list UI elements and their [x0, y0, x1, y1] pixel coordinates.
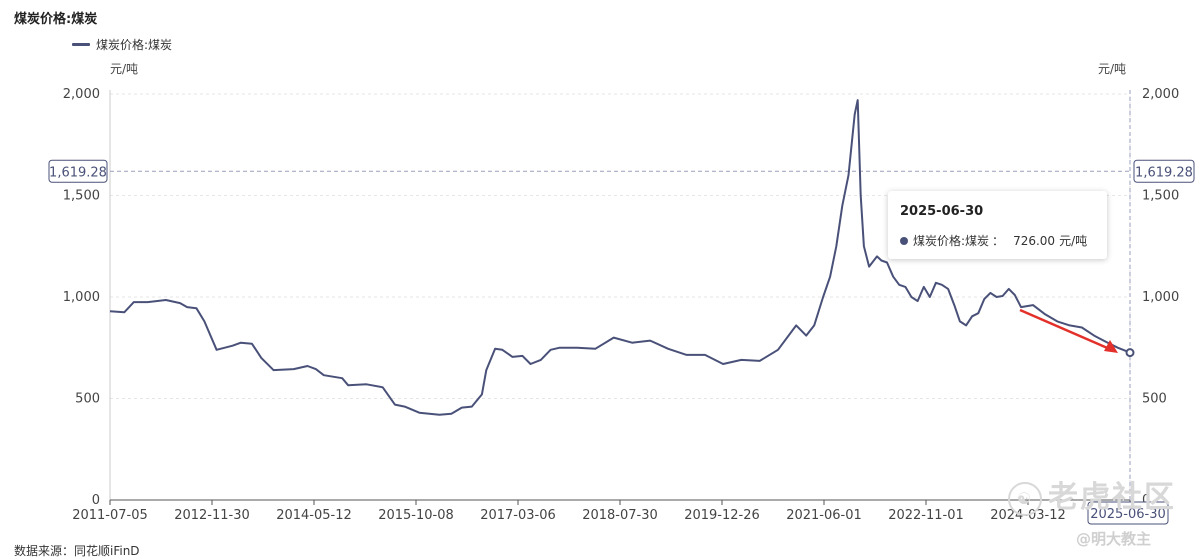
- annotation-arrow: [1019, 308, 1113, 352]
- x-tick-label: 2011-07-05: [72, 508, 148, 523]
- crosshair-value-label-right: 1,619.28: [1135, 165, 1193, 180]
- y-axis-unit-left: 元/吨: [110, 62, 139, 76]
- tooltip-row: 煤炭价格:煤炭 ： 726.00 元/吨: [900, 232, 1087, 249]
- tooltip-separator: ：: [992, 234, 1005, 248]
- y-tick-label-left: 1,000: [63, 290, 100, 305]
- y-tick-label-right: 500: [1142, 392, 1167, 407]
- crosshair-date-label: 2025-06-30: [1090, 507, 1166, 522]
- data-source: 数据来源：同花顺iFinD: [14, 544, 140, 558]
- x-tick-label: 2012-11-30: [174, 508, 250, 523]
- x-tick-label: 2022-11-01: [888, 508, 964, 523]
- watermark: ☯ 老虎社区: [1008, 472, 1176, 516]
- y-tick-label-right: 2,000: [1142, 87, 1179, 102]
- x-tick-label: 2021-06-01: [786, 508, 862, 523]
- crosshair-value-label-left: 1,619.28: [49, 165, 107, 180]
- x-tick-label: 2018-07-30: [582, 508, 658, 523]
- y-tick-label-left: 1,500: [63, 189, 100, 204]
- legend-swatch: [72, 43, 90, 46]
- legend[interactable]: 煤炭价格:煤炭: [72, 36, 172, 53]
- tooltip-date: 2025-06-30: [900, 204, 984, 219]
- crosshair-date-label-box: [1087, 501, 1169, 525]
- y-axis-unit-right: 元/吨: [1098, 62, 1127, 76]
- x-tick-label: 2015-10-08: [378, 508, 454, 523]
- tooltip-series-name: 煤炭价格:煤炭: [913, 234, 990, 248]
- tooltip-unit: 元/吨: [1059, 234, 1088, 248]
- watermark-text: 老虎社区: [1048, 480, 1176, 515]
- x-tick-label: 2017-03-06: [480, 508, 556, 523]
- y-tick-label-right: 0: [1142, 493, 1150, 508]
- tooltip: 2025-06-30 煤炭价格:煤炭 ： 726.00 元/吨: [888, 191, 1107, 259]
- crosshair-value-label-right-box: [1133, 159, 1195, 183]
- x-tick-label: 2024-03-12: [990, 508, 1066, 523]
- watermark-logo-icon: ☯: [1008, 481, 1042, 516]
- y-tick-label-left: 0: [92, 493, 100, 508]
- series-dot-icon: [900, 236, 908, 245]
- y-tick-label-right: 1,500: [1142, 189, 1179, 204]
- crosshair-value-label-left-box: [48, 159, 108, 183]
- annotation-arrow-head: [1104, 340, 1118, 353]
- y-tick-label-left: 2,000: [63, 87, 100, 102]
- chart-title: 煤炭价格:煤炭: [14, 12, 98, 27]
- series-line: [109, 99, 1131, 416]
- y-tick-label-left: 500: [75, 392, 100, 407]
- tooltip-value: 726.00: [1013, 233, 1056, 248]
- author-signature: @明大教主: [1076, 530, 1152, 548]
- x-tick-label: 2014-05-12: [276, 508, 352, 523]
- hover-point: [1125, 348, 1135, 358]
- x-tick-label: 2019-12-26: [684, 508, 760, 523]
- legend-label: 煤炭价格:煤炭: [96, 38, 173, 52]
- y-tick-label-right: 1,000: [1142, 290, 1179, 305]
